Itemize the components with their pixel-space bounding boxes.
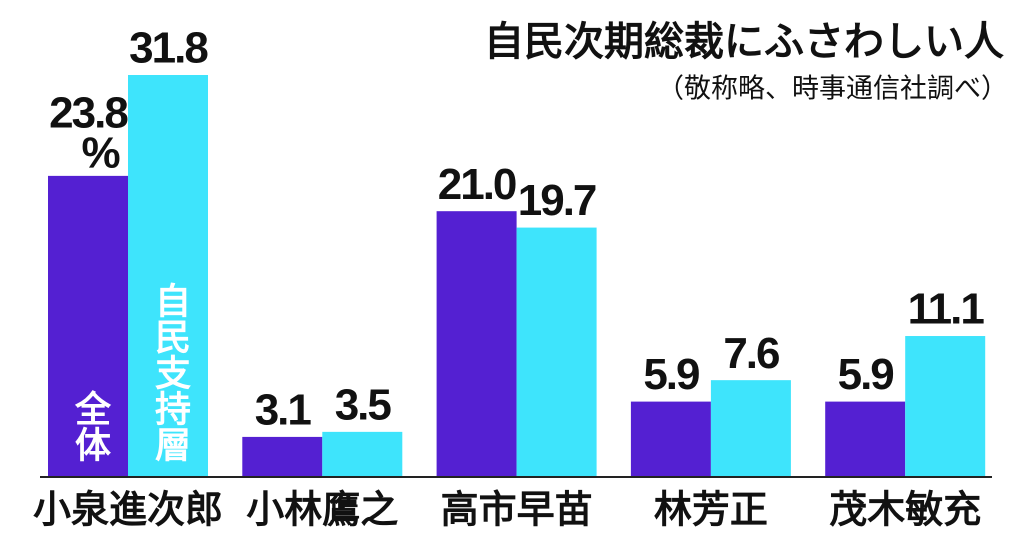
value-label: 21.0	[438, 160, 516, 209]
x-tick-label: 高市早苗	[441, 488, 593, 532]
bar	[516, 227, 597, 476]
x-tick-label: 小泉進次郎	[33, 488, 223, 532]
bar	[128, 75, 208, 476]
x-tick-label: 林芳正	[654, 488, 768, 532]
value-label: 7.6	[723, 329, 779, 378]
value-label: 23.8	[49, 89, 128, 138]
bar	[242, 436, 323, 476]
bar	[630, 401, 711, 476]
x-tick-label: 茂木敏充	[829, 488, 981, 532]
bar	[710, 380, 791, 476]
value-label: 5.9	[838, 350, 894, 399]
bar	[905, 336, 986, 476]
bar	[48, 175, 128, 477]
legend-label: 自民支持層	[149, 282, 191, 462]
value-label: 3.1	[255, 386, 312, 435]
value-label: 19.7	[518, 176, 596, 225]
value-label: 3.5	[335, 380, 392, 429]
unit-label: %	[81, 129, 119, 178]
legend-label: 全体	[69, 389, 112, 462]
bar	[436, 211, 517, 477]
value-label: 31.8	[129, 24, 208, 73]
chart-subtitle: （敬称略、時事通信社調べ）	[657, 74, 1008, 105]
bar	[322, 431, 403, 476]
value-label: 5.9	[643, 350, 699, 399]
value-label: 11.1	[908, 285, 985, 334]
x-tick-label: 小林鷹之	[246, 488, 398, 532]
bar	[825, 401, 906, 476]
chart-title: 自民次期総裁にふさわしい人	[484, 19, 1004, 65]
